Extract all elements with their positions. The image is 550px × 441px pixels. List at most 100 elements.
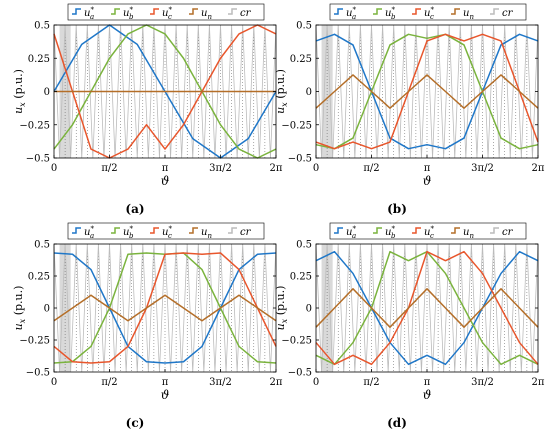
y-tick-label: −0.25 <box>19 120 50 131</box>
legend-label-sub: b <box>129 232 134 240</box>
y-tick-label: 0 <box>44 304 50 315</box>
legend-swatch <box>228 8 237 15</box>
x-tick-label: π <box>162 377 169 388</box>
x-tick-label: 0 <box>313 163 319 174</box>
series-uc <box>315 250 539 366</box>
y-tick-label: 0 <box>306 87 312 98</box>
series-un <box>53 294 277 322</box>
legend-label-sub: n <box>469 232 474 240</box>
legend-entry: u* a <box>72 6 94 21</box>
legend-swatch <box>334 227 343 234</box>
legend-entry: u* b <box>373 225 396 240</box>
y-tick-label: 0 <box>44 87 50 98</box>
legend-label-base: u <box>346 227 352 238</box>
y-tick-label: 0.5 <box>296 240 312 251</box>
legend-swatch <box>189 8 198 15</box>
legend-box <box>329 222 527 240</box>
legend-label: un <box>463 227 474 240</box>
y-axis-label-sub: x <box>18 102 27 107</box>
x-tick-label: 3π/2 <box>209 377 232 388</box>
panel-caption: (c) <box>126 416 145 430</box>
x-tick-label: 3π/2 <box>471 377 494 388</box>
legend-entry: u* c <box>150 225 172 240</box>
legend-label-sub: a <box>90 232 94 240</box>
x-tick-label: π <box>424 163 431 174</box>
legend-label-base: cr <box>240 8 252 19</box>
x-tick-label: 2π <box>532 163 545 174</box>
legend-label-sup: * <box>352 225 356 233</box>
legend-entry: cr <box>490 8 514 19</box>
legend-label-sub: n <box>469 13 474 21</box>
legend-entry: cr <box>490 227 514 238</box>
y-axis-label-base: u <box>12 107 25 114</box>
y-tick-label: 0.5 <box>296 21 312 32</box>
legend-label: un <box>201 8 212 21</box>
legend-swatch <box>72 8 81 15</box>
legend-label-sub: c <box>430 232 434 240</box>
y-axis-label: ux (p.u.) <box>12 69 27 114</box>
legend-label-base: u <box>346 8 352 19</box>
legend-entry: cr <box>228 8 252 19</box>
x-axis-label: ϑ <box>161 174 170 188</box>
legend-label-sub: c <box>168 232 172 240</box>
legend-label-sup: * <box>129 6 133 14</box>
x-tick-label: π/2 <box>101 163 117 174</box>
series-ua <box>315 250 539 366</box>
y-tick-label: −0.5 <box>288 154 312 165</box>
legend-entry: cr <box>228 227 252 238</box>
legend-entry: un <box>451 227 474 240</box>
legend-label-base: u <box>463 227 469 238</box>
y-axis-label-unit: (p.u.) <box>274 69 287 102</box>
legend-box <box>67 3 265 21</box>
y-axis-label-unit: (p.u.) <box>12 69 25 102</box>
panel-caption: (a) <box>125 202 144 216</box>
y-axis-label-sub: x <box>18 318 27 323</box>
legend-label-base: u <box>123 227 129 238</box>
x-tick-label: 3π/2 <box>209 163 232 174</box>
legend-label: u* b <box>123 6 134 21</box>
legend-label-sup: * <box>352 6 356 14</box>
legend-swatch <box>451 227 460 234</box>
legend-label-sup: * <box>168 225 172 233</box>
x-tick-label: π/2 <box>101 377 117 388</box>
legend-label-sup: * <box>430 6 434 14</box>
legend-entry: u* b <box>111 225 134 240</box>
legend-swatch <box>373 8 382 15</box>
legend-entry: un <box>189 8 212 21</box>
y-tick-label: −0.25 <box>19 336 50 347</box>
y-axis-label-base: u <box>274 107 287 114</box>
series-un <box>315 74 539 109</box>
y-tick-label: 0.25 <box>28 54 50 65</box>
legend-label-sub: n <box>207 232 212 240</box>
legend-label: u* c <box>162 225 172 240</box>
legend-label-base: u <box>385 8 391 19</box>
legend-label-base: u <box>162 8 168 19</box>
legend-entry: u* c <box>412 225 434 240</box>
legend-label-sup: * <box>391 6 395 14</box>
legend-label-base: cr <box>502 227 514 238</box>
legend-label-sup: * <box>430 225 434 233</box>
legend-label: u* c <box>424 225 434 240</box>
legend-label-sup: * <box>168 6 172 14</box>
legend-label-sub: b <box>391 232 396 240</box>
y-axis-label: ux (p.u.) <box>274 286 289 331</box>
x-tick-label: 0 <box>313 377 319 388</box>
y-axis-label-base: u <box>274 323 287 330</box>
legend-swatch <box>412 227 421 234</box>
legend-label: u* a <box>84 6 94 21</box>
y-tick-label: 0.25 <box>290 54 312 65</box>
legend-entry: un <box>451 8 474 21</box>
legend-label-base: u <box>424 8 430 19</box>
legend-swatch <box>451 8 460 15</box>
x-tick-label: 0 <box>51 377 57 388</box>
y-tick-label: 0.25 <box>290 272 312 283</box>
legend-label: cr <box>502 227 514 238</box>
legend-entry: un <box>189 227 212 240</box>
legend-label-sup: * <box>391 225 395 233</box>
series-un <box>315 288 539 328</box>
legend-label-base: u <box>84 8 90 19</box>
x-tick-label: π <box>162 163 169 174</box>
legend: u* a u* b u* c un cr <box>329 3 527 21</box>
